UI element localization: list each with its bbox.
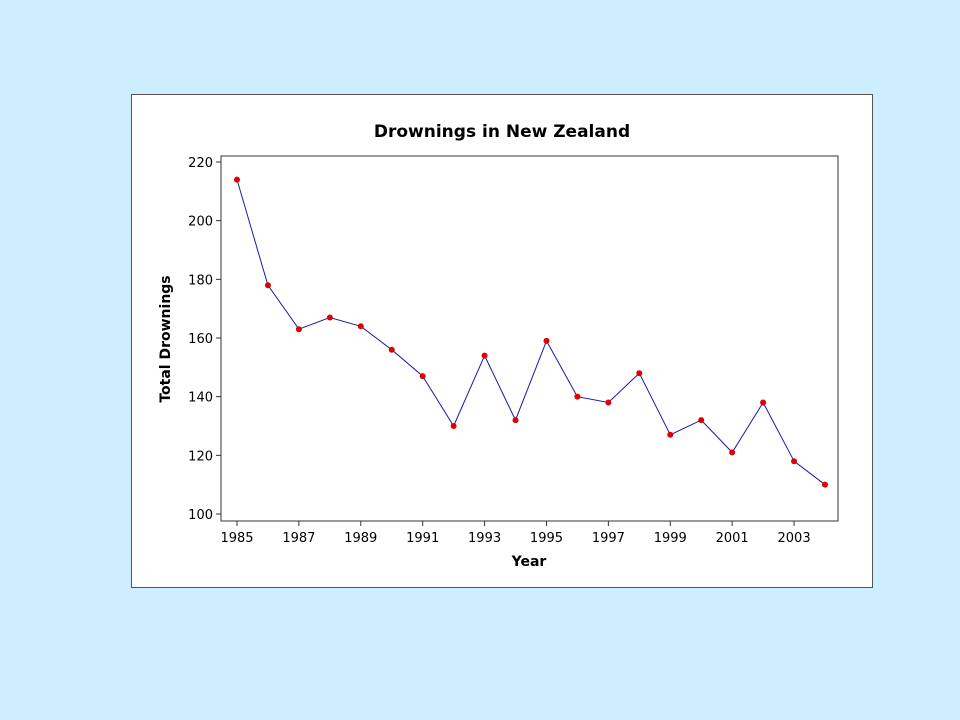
data-point	[419, 373, 426, 380]
plot-area	[220, 155, 839, 522]
data-point	[481, 352, 488, 359]
line-chart: Drownings in New Zealand 100 120 140 160 180…	[158, 122, 839, 570]
data-point	[822, 481, 828, 488]
x-tick-label: 1991	[406, 531, 439, 546]
y-axis-label: Total Drownings	[158, 275, 174, 402]
data-point	[574, 393, 581, 400]
chart-title: Drownings in New Zealand	[374, 122, 630, 142]
x-tick-label: 1995	[530, 531, 563, 546]
data-point	[543, 337, 550, 344]
chart-panel: Drownings in New Zealand 100 120 140 160 180…	[131, 94, 873, 588]
x-tick-label: 1985	[220, 531, 253, 546]
y-tick-label: 120	[188, 449, 213, 464]
series-line	[236, 179, 826, 486]
data-point	[667, 431, 674, 438]
data-point	[450, 423, 457, 429]
y-tick-label: 100	[188, 508, 213, 523]
data-point	[295, 326, 302, 333]
x-tick-label: 1987	[282, 531, 315, 546]
x-axis-label: Year	[511, 554, 547, 570]
data-point	[512, 417, 519, 424]
data-point	[760, 399, 767, 406]
x-tick-label: 2001	[716, 531, 749, 546]
x-tick-label: 2003	[778, 531, 811, 546]
x-tick-label: 1997	[592, 531, 625, 546]
x-axis: 1985 1987 1989 1991 1993 1995 1997 1999 2001 2003	[220, 521, 811, 546]
data-point	[729, 449, 736, 456]
data-point	[636, 370, 643, 377]
data-markers	[234, 176, 828, 488]
y-axis: 100 120 140 160 180 200 220	[188, 156, 221, 523]
y-tick-label: 200	[188, 215, 213, 230]
data-point	[264, 282, 271, 289]
x-tick-label: 1993	[468, 531, 501, 546]
y-tick-label: 180	[188, 273, 213, 288]
y-tick-label: 220	[188, 156, 213, 171]
data-point	[388, 346, 395, 353]
data-point	[357, 323, 364, 330]
data-point	[698, 417, 705, 424]
data-point	[234, 176, 240, 183]
x-tick-label: 1999	[654, 531, 687, 546]
x-tick-label: 1989	[344, 531, 377, 546]
data-point	[605, 399, 612, 406]
data-point	[326, 314, 333, 321]
y-tick-label: 140	[188, 391, 213, 406]
data-point	[791, 458, 798, 465]
y-tick-label: 160	[188, 332, 213, 347]
